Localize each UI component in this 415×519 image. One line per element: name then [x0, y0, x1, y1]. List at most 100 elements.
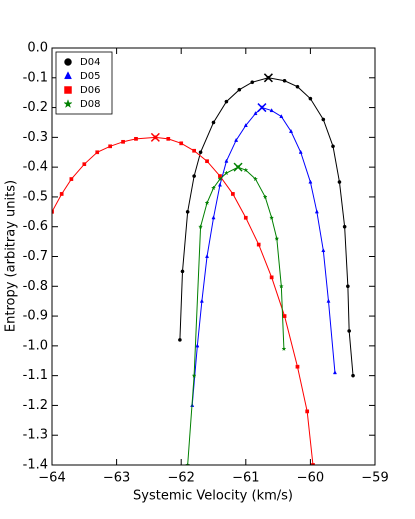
legend-marker [64, 58, 72, 66]
data-point [274, 235, 280, 241]
y-tick-label: -0.3 [23, 130, 48, 145]
data-point [243, 167, 249, 173]
data-point [331, 144, 335, 149]
y-tick-label: -0.1 [23, 70, 48, 85]
x-tick-label: −62 [167, 471, 194, 486]
y-tick-label: 0.0 [27, 41, 48, 56]
y-tick-label: -1.4 [23, 458, 48, 473]
y-tick-label: -1.0 [23, 338, 48, 353]
data-point [314, 209, 319, 214]
y-tick-label: -0.6 [23, 219, 48, 234]
legend-marker [64, 86, 72, 94]
data-point [108, 144, 112, 149]
data-point [289, 128, 294, 133]
peak-marker [233, 162, 243, 172]
data-point [305, 409, 310, 414]
data-point [178, 338, 182, 342]
data-point [269, 108, 274, 113]
peak-marker [263, 73, 273, 83]
data-point [121, 139, 125, 144]
data-point [337, 180, 342, 184]
y-tick-label: -0.4 [23, 160, 48, 175]
data-point [321, 248, 326, 253]
legend-label: D05 [80, 71, 100, 82]
x-tick-label: −63 [103, 471, 130, 486]
data-point [197, 223, 204, 229]
data-point [237, 87, 242, 92]
data-point [69, 177, 74, 181]
data-point [166, 136, 171, 141]
data-point [191, 372, 197, 378]
data-point [351, 373, 355, 378]
data-point [243, 122, 248, 127]
peak-marker [150, 132, 160, 142]
data-point [198, 150, 203, 155]
peak-marker [257, 103, 267, 113]
data-point [95, 150, 100, 155]
data-point [282, 314, 287, 318]
data-point [326, 298, 331, 303]
data-point [347, 329, 352, 333]
data-point [59, 192, 64, 196]
data-point [256, 242, 261, 247]
data-point [346, 284, 350, 289]
data-point [234, 137, 239, 142]
data-point [262, 194, 268, 200]
y-tick-label: -0.2 [23, 100, 48, 115]
series-line [179, 77, 354, 376]
data-point [224, 99, 229, 104]
data-point [205, 254, 210, 259]
x-tick-label: −59 [361, 471, 388, 486]
y-tick-label: -1.3 [23, 428, 48, 443]
legend-label: D08 [80, 99, 100, 110]
data-point [179, 141, 184, 146]
x-tick-label: −60 [297, 471, 324, 486]
data-point [185, 209, 190, 214]
data-point [204, 200, 210, 206]
data-point [342, 224, 347, 229]
data-point [269, 275, 274, 280]
series-line [187, 166, 285, 465]
plot-frame [51, 47, 376, 466]
data-point [211, 215, 216, 220]
data-point [180, 269, 185, 274]
data-point [82, 162, 87, 167]
data-point [217, 182, 222, 187]
data-point [252, 176, 259, 182]
data-point [281, 346, 287, 352]
data-point [134, 136, 138, 141]
y-tick-label: -0.5 [23, 189, 48, 204]
x-axis-label: Systemic Velocity (km/s) [133, 489, 293, 504]
data-point [321, 117, 326, 122]
y-axis-label: Entropy (arbitray units) [4, 180, 19, 332]
y-tick-label: -1.1 [23, 368, 48, 383]
data-point [269, 215, 275, 221]
data-point [223, 170, 230, 176]
data-point [210, 185, 217, 191]
series-line [52, 136, 314, 465]
data-point [195, 343, 200, 348]
data-point [211, 120, 216, 125]
data-point [308, 96, 313, 101]
data-point [279, 114, 284, 119]
data-point [298, 149, 303, 154]
data-point [295, 364, 300, 369]
x-tick-label: −61 [232, 471, 259, 486]
data-point [192, 174, 196, 178]
x-tick-label: −64 [38, 471, 65, 486]
data-point [224, 158, 229, 163]
data-point [205, 159, 209, 164]
data-point [217, 176, 223, 182]
legend-label: D04 [80, 57, 100, 68]
data-point [243, 215, 248, 220]
plot-area [52, 73, 355, 465]
data-point [192, 148, 196, 153]
y-tick-label: -0.7 [23, 249, 48, 264]
data-point [250, 80, 255, 85]
legend-label: D06 [80, 85, 100, 96]
data-point [253, 111, 258, 116]
data-point [278, 283, 284, 289]
y-tick-label: -0.8 [23, 279, 48, 294]
